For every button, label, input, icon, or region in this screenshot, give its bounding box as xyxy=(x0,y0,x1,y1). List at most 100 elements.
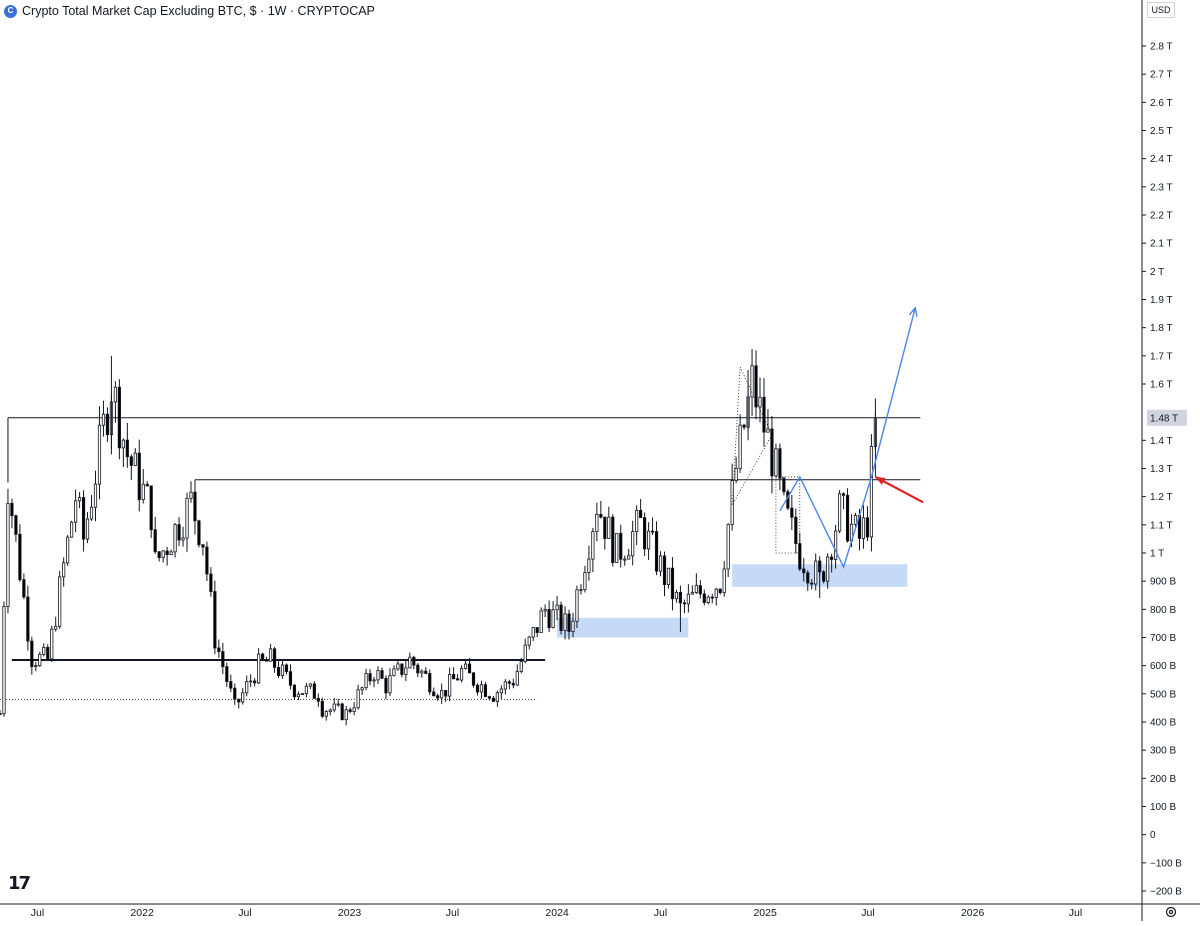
candle-body xyxy=(750,365,754,398)
x-tick-label: 2022 xyxy=(130,907,154,919)
candle-body xyxy=(722,568,726,594)
y-tick-label: 2.3 T xyxy=(1150,182,1173,193)
candle-body xyxy=(412,656,416,666)
candle-body xyxy=(348,709,352,712)
candle-body xyxy=(794,516,798,545)
candle-body xyxy=(845,494,850,542)
candle-body xyxy=(535,627,539,633)
candle-body xyxy=(698,585,702,595)
chart-title-bar: C Crypto Total Market Cap Excluding BTC,… xyxy=(4,2,375,20)
candle-body xyxy=(181,537,185,541)
candle-body xyxy=(241,692,245,703)
candle-body xyxy=(539,610,543,633)
candle-body xyxy=(611,516,615,563)
candle-body xyxy=(754,365,758,408)
candle-body xyxy=(213,591,217,649)
candle-body xyxy=(145,483,149,487)
candle-body xyxy=(639,509,643,519)
candle-body xyxy=(511,682,515,686)
y-tick-label: 1.9 T xyxy=(1150,295,1173,306)
gear-icon[interactable] xyxy=(1165,906,1177,918)
candle-body xyxy=(97,424,102,485)
x-tick-label: Jul xyxy=(31,907,44,919)
candle-body xyxy=(436,695,440,699)
candle-body xyxy=(372,679,376,682)
candle-body xyxy=(865,517,870,538)
candle-body xyxy=(392,668,396,677)
candle-body xyxy=(579,589,583,591)
candle-body xyxy=(826,556,830,582)
candle-body xyxy=(531,627,535,638)
candle-body xyxy=(332,703,336,711)
candle-body xyxy=(444,690,448,697)
candle-body xyxy=(424,670,428,674)
candle-body xyxy=(527,636,531,646)
x-tick-label: 2025 xyxy=(753,907,777,919)
candle-body xyxy=(491,697,496,702)
y-tick-label: 1.7 T xyxy=(1150,351,1173,362)
candle-body xyxy=(666,567,671,586)
candle-body xyxy=(85,518,90,540)
candle-body xyxy=(352,707,356,712)
candle-body xyxy=(587,558,591,573)
candle-body xyxy=(662,555,667,586)
candle-body xyxy=(280,664,285,677)
candle-body xyxy=(157,551,161,559)
candle-body xyxy=(682,602,686,605)
candle-body xyxy=(495,692,499,702)
candle-body xyxy=(837,493,842,532)
candle-body xyxy=(730,480,734,525)
candle-body xyxy=(619,532,623,560)
candle-body xyxy=(93,483,98,508)
candle-body xyxy=(822,571,826,582)
candle-body xyxy=(834,530,838,560)
candle-body xyxy=(814,560,818,585)
candle-body xyxy=(360,687,364,691)
candle-body xyxy=(272,648,277,668)
candle-body xyxy=(133,452,137,466)
candle-body xyxy=(595,513,599,532)
candle-body xyxy=(420,670,424,674)
candle-body xyxy=(853,515,858,525)
candle-body xyxy=(463,663,468,669)
candle-body xyxy=(778,448,782,479)
candle-body xyxy=(404,667,408,675)
candle-body xyxy=(599,513,603,518)
candle-body xyxy=(861,517,866,539)
candle-body xyxy=(487,696,492,699)
candle-body xyxy=(336,703,340,706)
y-tick-label: 400 B xyxy=(1150,718,1176,729)
candle-body xyxy=(440,690,444,699)
candle-body xyxy=(205,546,209,575)
candle-body xyxy=(702,593,706,603)
x-tick-label: Jul xyxy=(1069,907,1082,919)
candle-body xyxy=(18,533,22,581)
candle-body xyxy=(169,551,173,556)
candle-body xyxy=(121,439,125,449)
candle-body xyxy=(456,678,460,681)
candle-body xyxy=(623,558,627,561)
candle-body xyxy=(153,529,157,553)
candle-body xyxy=(396,663,400,670)
candle-body xyxy=(654,531,659,572)
candle-body xyxy=(523,644,527,662)
currency-button[interactable]: USD xyxy=(1147,2,1175,18)
projection-arrowhead xyxy=(908,306,918,317)
candle-body xyxy=(356,689,360,709)
candle-body xyxy=(10,502,14,517)
candle-body xyxy=(710,596,714,599)
candle-body xyxy=(201,544,205,548)
candle-body xyxy=(284,664,289,673)
candle-body xyxy=(38,653,42,667)
y-tick-label: −100 B xyxy=(1150,858,1182,869)
candle-body xyxy=(328,709,332,712)
candle-body xyxy=(197,520,201,546)
candle-body xyxy=(312,683,316,699)
candle-body xyxy=(551,609,555,629)
candle-body xyxy=(646,530,651,550)
candle-body xyxy=(770,428,774,477)
candle-body xyxy=(177,524,181,541)
candle-body xyxy=(161,550,165,559)
candle-body xyxy=(70,521,74,538)
